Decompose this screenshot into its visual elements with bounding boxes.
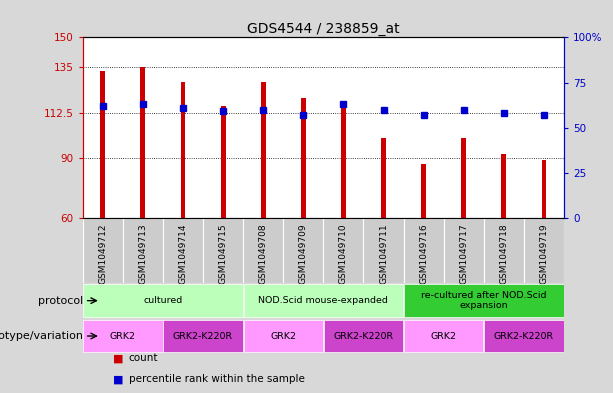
- Text: GSM1049711: GSM1049711: [379, 223, 388, 284]
- Bar: [364, 218, 403, 283]
- Text: GSM1049715: GSM1049715: [219, 223, 227, 284]
- Text: genotype/variation: genotype/variation: [0, 331, 83, 341]
- Text: cultured: cultured: [143, 296, 183, 305]
- Bar: [324, 320, 403, 352]
- Text: GSM1049714: GSM1049714: [178, 223, 188, 284]
- Bar: [404, 285, 563, 317]
- Bar: [462, 138, 466, 218]
- Bar: [283, 218, 324, 283]
- Bar: [324, 218, 364, 283]
- Bar: [484, 218, 524, 283]
- Bar: [541, 160, 546, 218]
- Text: ■: ■: [113, 374, 124, 384]
- Bar: [181, 81, 185, 218]
- Bar: [83, 320, 162, 352]
- Text: NOD.Scid mouse-expanded: NOD.Scid mouse-expanded: [259, 296, 388, 305]
- Bar: [123, 218, 163, 283]
- Text: GSM1049719: GSM1049719: [539, 223, 549, 284]
- Bar: [243, 320, 323, 352]
- Bar: [421, 164, 426, 218]
- Text: GRK2-K220R: GRK2-K220R: [333, 332, 394, 340]
- Bar: [221, 106, 226, 218]
- Bar: [243, 218, 283, 283]
- Text: GRK2: GRK2: [110, 332, 136, 340]
- Text: percentile rank within the sample: percentile rank within the sample: [129, 374, 305, 384]
- Text: GSM1049713: GSM1049713: [139, 223, 147, 284]
- Text: count: count: [129, 353, 158, 364]
- Text: GRK2-K220R: GRK2-K220R: [494, 332, 554, 340]
- Bar: [83, 285, 243, 317]
- Text: re-cultured after NOD.Scid
expansion: re-cultured after NOD.Scid expansion: [421, 291, 547, 310]
- Bar: [163, 320, 243, 352]
- Bar: [243, 285, 403, 317]
- Bar: [301, 97, 306, 218]
- Text: GSM1049709: GSM1049709: [299, 223, 308, 284]
- Bar: [83, 218, 123, 283]
- Bar: [403, 218, 444, 283]
- Bar: [261, 81, 265, 218]
- Text: ■: ■: [113, 353, 124, 364]
- Text: GRK2: GRK2: [431, 332, 457, 340]
- Bar: [203, 218, 243, 283]
- Bar: [404, 320, 484, 352]
- Text: GSM1049717: GSM1049717: [459, 223, 468, 284]
- Bar: [381, 138, 386, 218]
- Text: GRK2-K220R: GRK2-K220R: [173, 332, 233, 340]
- Text: GSM1049708: GSM1049708: [259, 223, 268, 284]
- Text: protocol: protocol: [38, 296, 83, 306]
- Bar: [524, 218, 564, 283]
- Bar: [140, 68, 145, 218]
- Bar: [341, 106, 346, 218]
- Bar: [101, 72, 105, 218]
- Text: GSM1049712: GSM1049712: [98, 223, 107, 284]
- Bar: [444, 218, 484, 283]
- Text: GRK2: GRK2: [270, 332, 296, 340]
- Title: GDS4544 / 238859_at: GDS4544 / 238859_at: [247, 22, 400, 36]
- Bar: [484, 320, 563, 352]
- Bar: [163, 218, 203, 283]
- Text: GSM1049710: GSM1049710: [339, 223, 348, 284]
- Text: GSM1049716: GSM1049716: [419, 223, 428, 284]
- Bar: [501, 154, 506, 218]
- Text: GSM1049718: GSM1049718: [500, 223, 508, 284]
